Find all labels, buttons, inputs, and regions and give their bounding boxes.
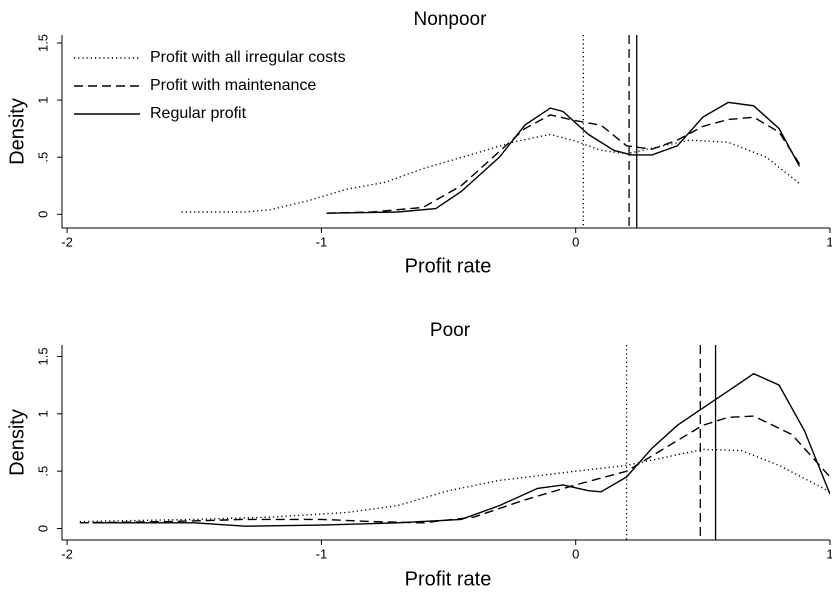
chart-title: Poor [430,320,471,341]
y-tick-label: 1.5 [35,34,50,52]
legend-label: Regular profit [150,105,247,122]
x-axis-label: Profit rate [405,255,492,277]
x-tick-label: -1 [316,546,328,561]
density-line [79,448,830,523]
y-tick-label: 1 [35,410,50,417]
y-tick-label: .5 [35,466,50,477]
y-tick-label: 1 [35,96,50,103]
y-tick-label: 0 [35,525,50,532]
density-line [326,101,801,214]
legend-label: Profit with maintenance [150,77,316,94]
density-line [92,372,830,527]
x-tick-label: 1 [826,234,832,249]
density-line [326,114,801,214]
y-tick-label: 0 [35,211,50,218]
density-line [181,133,800,213]
x-tick-label: -2 [61,546,73,561]
x-tick-label: 0 [572,546,579,561]
x-tick-label: -1 [316,234,328,249]
x-axis-label: Profit rate [405,568,492,590]
density-line [79,415,830,524]
legend-label: Profit with all irregular costs [150,49,346,66]
chart-title: Nonpoor [414,9,488,30]
y-axis-label: Density [6,409,28,476]
y-axis-label: Density [6,98,28,165]
x-tick-label: 1 [826,546,832,561]
y-tick-label: .5 [35,152,50,163]
x-tick-label: 0 [572,234,579,249]
x-tick-label: -2 [61,234,73,249]
y-tick-label: 1.5 [35,347,50,365]
